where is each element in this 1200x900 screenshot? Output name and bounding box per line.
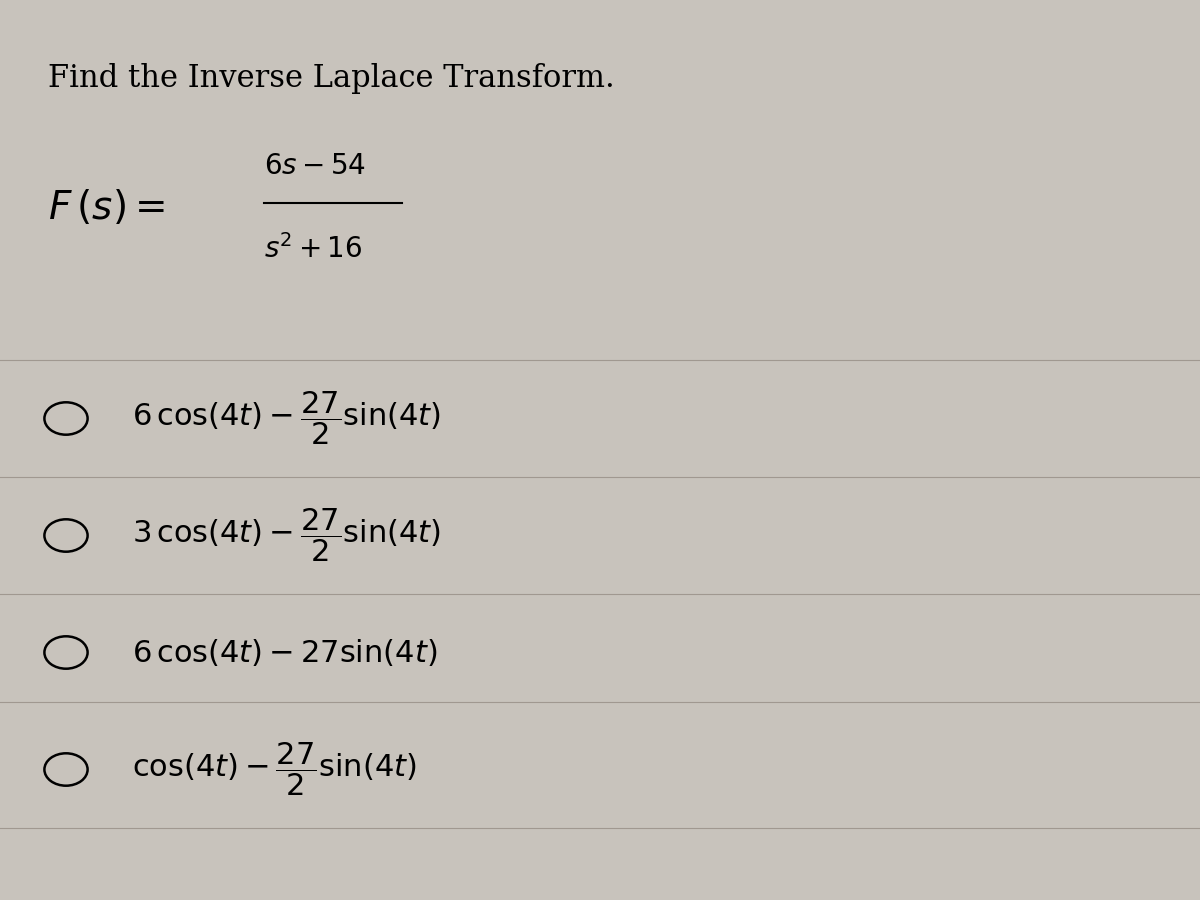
Text: Find the Inverse Laplace Transform.: Find the Inverse Laplace Transform. bbox=[48, 63, 614, 94]
Text: $6\,\cos(4t) - 27\sin(4t)$: $6\,\cos(4t) - 27\sin(4t)$ bbox=[132, 637, 437, 668]
Text: $6\,\cos(4t) - \dfrac{27}{2}\sin(4t)$: $6\,\cos(4t) - \dfrac{27}{2}\sin(4t)$ bbox=[132, 390, 442, 447]
Text: $s^2+16$: $s^2+16$ bbox=[264, 234, 362, 264]
Text: $6s-54$: $6s-54$ bbox=[264, 153, 366, 180]
Text: $3\,\cos(4t) - \dfrac{27}{2}\sin(4t)$: $3\,\cos(4t) - \dfrac{27}{2}\sin(4t)$ bbox=[132, 507, 442, 564]
Text: $\cos(4t) - \dfrac{27}{2}\sin(4t)$: $\cos(4t) - \dfrac{27}{2}\sin(4t)$ bbox=[132, 741, 416, 798]
Text: $\mathit{F}\,(\mathit{s}) = $: $\mathit{F}\,(\mathit{s}) = $ bbox=[48, 187, 166, 227]
